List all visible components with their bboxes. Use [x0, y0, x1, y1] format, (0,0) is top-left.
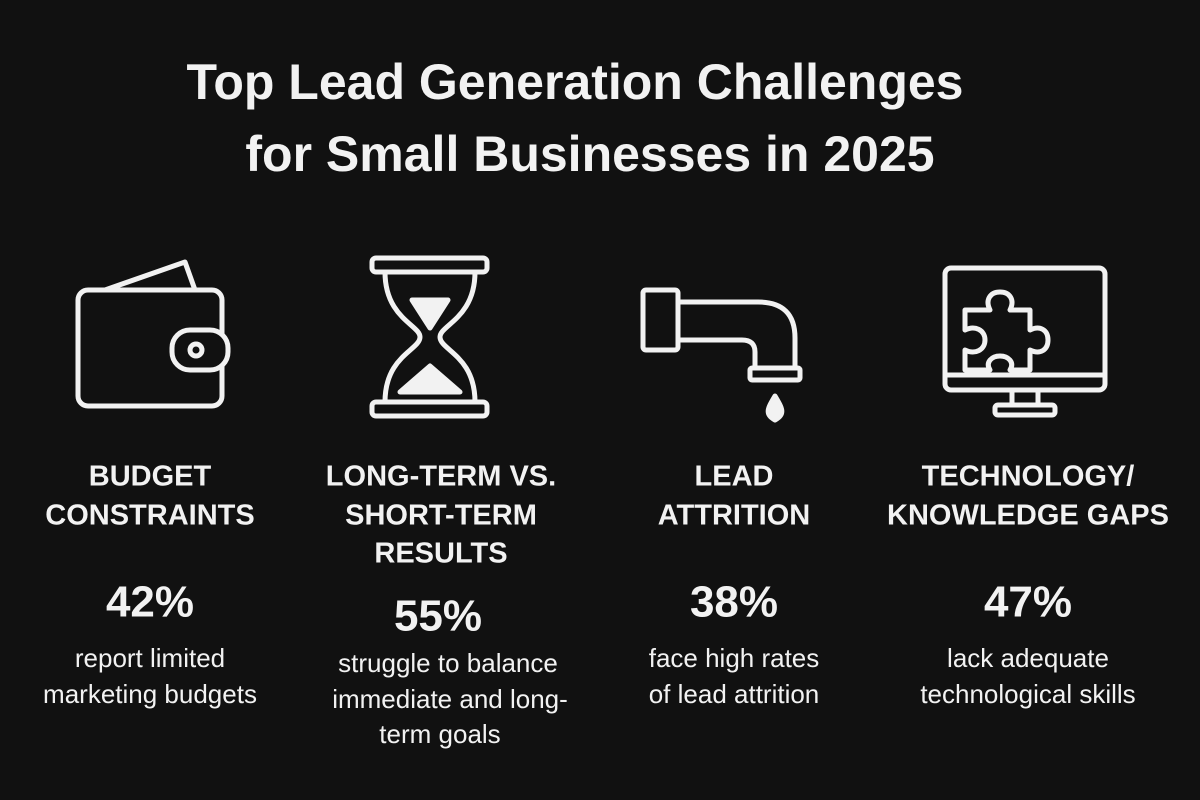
- item-heading: TECHNOLOGY/: [922, 461, 1135, 493]
- item-stat: 38%: [690, 578, 778, 627]
- title: for Small Businesses in 2025: [245, 126, 934, 182]
- item-stat: 47%: [984, 578, 1072, 627]
- item-heading: LONG-TERM VS.: [326, 461, 556, 493]
- item-stat: 42%: [106, 578, 194, 627]
- item-description: technological skills: [920, 679, 1135, 709]
- item-heading: LEAD: [695, 461, 774, 493]
- item-heading: BUDGET: [89, 461, 212, 493]
- item-description: struggle to balance: [338, 648, 558, 678]
- item-heading: KNOWLEDGE GAPS: [887, 500, 1169, 532]
- item-heading: RESULTS: [374, 538, 507, 570]
- item-description: term goals: [379, 719, 500, 749]
- wallet-icon: [75, 259, 231, 409]
- item-description: of lead attrition: [649, 679, 820, 709]
- item-description: report limited: [75, 643, 225, 673]
- title: Top Lead Generation Challenges: [187, 54, 964, 110]
- item-description: face high rates: [649, 643, 820, 673]
- item-description: lack adequate: [947, 643, 1109, 673]
- hourglass-icon: [369, 255, 490, 419]
- item-stat: 55%: [394, 592, 482, 641]
- item-heading: SHORT-TERM: [345, 500, 537, 532]
- item-heading: CONSTRAINTS: [45, 500, 254, 532]
- item-description: immediate and long-: [332, 684, 568, 714]
- item-heading: ATTRITION: [658, 500, 811, 532]
- monitor-icon: [942, 265, 1108, 418]
- faucet-icon: [640, 287, 803, 423]
- item-description: marketing budgets: [43, 679, 257, 709]
